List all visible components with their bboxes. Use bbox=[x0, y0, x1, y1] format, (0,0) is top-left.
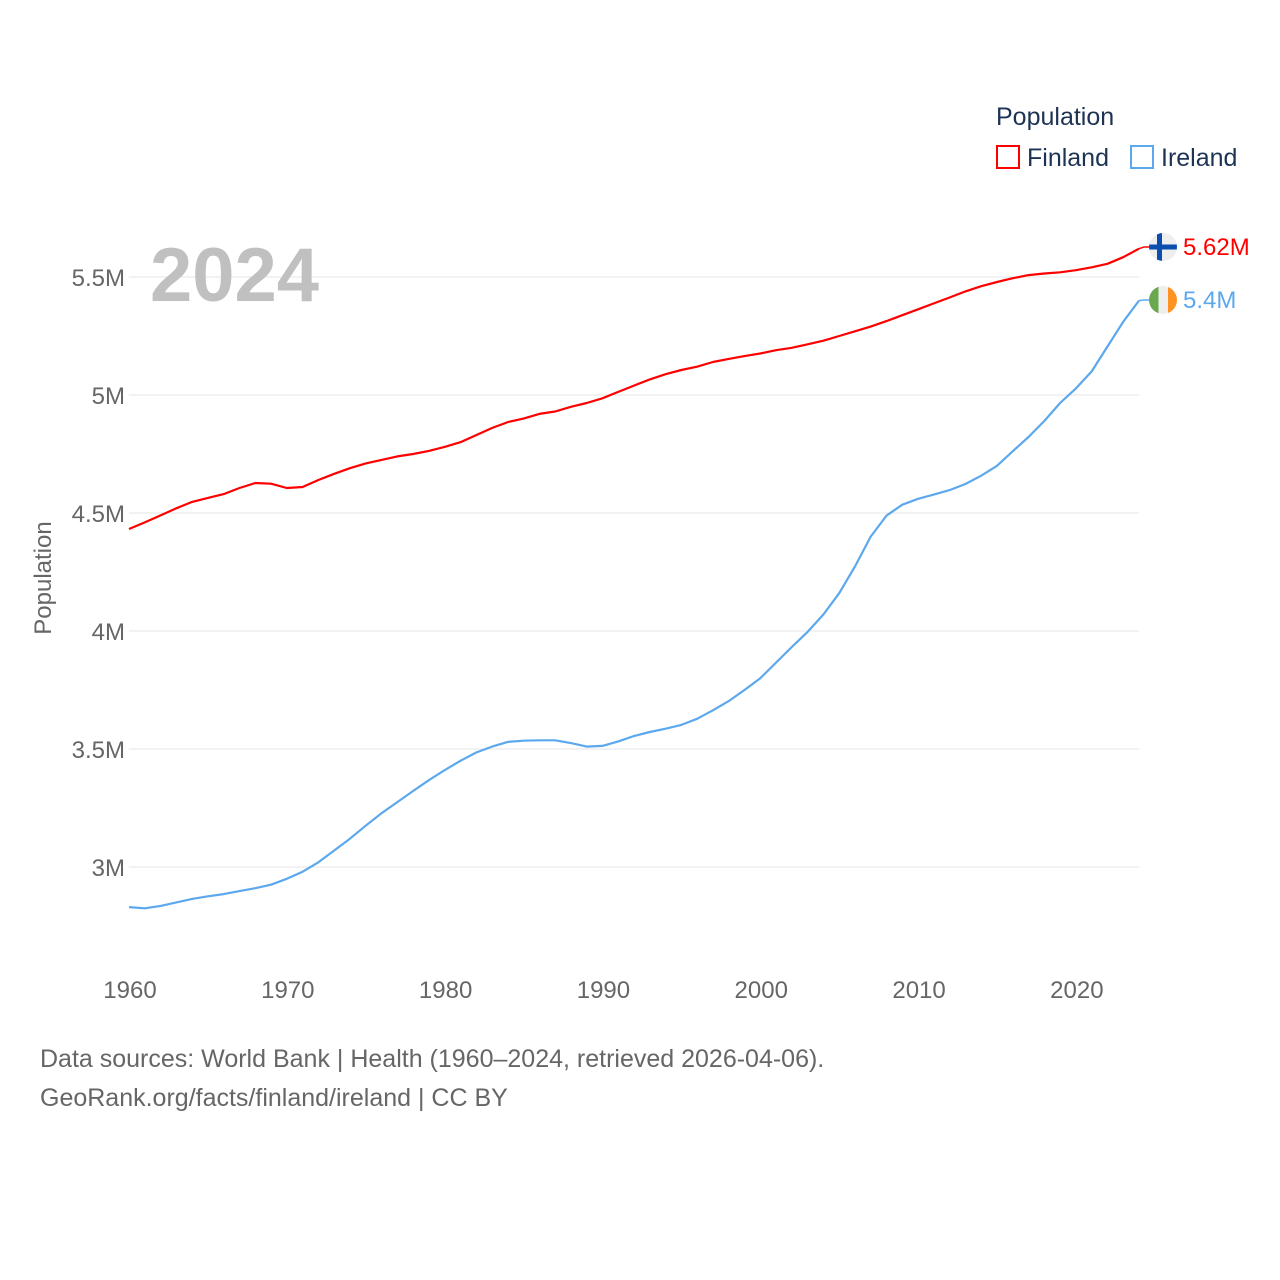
x-tick-label: 2010 bbox=[892, 977, 945, 1004]
data-sources-text: Data sources: World Bank | Health (1960–… bbox=[40, 1045, 825, 1073]
y-tick-label: 4M bbox=[92, 619, 125, 646]
y-axis: 3M 3.5M 4M 4.5M 5M 5.5M bbox=[72, 265, 125, 882]
y-tick-label: 3.5M bbox=[72, 737, 125, 764]
x-tick-label: 1980 bbox=[419, 977, 472, 1004]
series-line-finland bbox=[128, 247, 1140, 531]
legend-item-ireland[interactable]: Ireland bbox=[1130, 144, 1237, 172]
legend: Population Finland Ireland bbox=[996, 103, 1237, 172]
x-tick-label: 1990 bbox=[577, 977, 630, 1004]
ireland-end-label: 5.4M bbox=[1183, 287, 1236, 314]
legend-label-ireland: Ireland bbox=[1161, 144, 1237, 172]
legend-swatch-ireland bbox=[1130, 145, 1154, 169]
legend-item-finland[interactable]: Finland bbox=[996, 144, 1109, 172]
x-axis: 1960 1970 1980 1990 2000 2010 2020 bbox=[103, 977, 1103, 1004]
finland-end-label: 5.62M bbox=[1183, 234, 1250, 261]
end-label-connector bbox=[1138, 246, 1150, 250]
attribution-link[interactable]: GeoRank.org/facts/finland/ireland | CC B… bbox=[40, 1084, 508, 1112]
y-tick-label: 3M bbox=[92, 855, 125, 882]
y-tick-label: 4.5M bbox=[72, 501, 125, 528]
series-line-ireland bbox=[128, 299, 1140, 910]
line-chart: 3M 3.5M 4M 4.5M 5M 5.5M 1960 1970 1980 1990 2000 2… bbox=[30, 103, 1250, 1004]
finland-flag-icon bbox=[1149, 233, 1177, 261]
x-tick-label: 1960 bbox=[103, 977, 156, 1004]
x-tick-label: 2020 bbox=[1050, 977, 1103, 1004]
gridlines bbox=[129, 276, 1139, 868]
legend-label-finland: Finland bbox=[1027, 144, 1109, 172]
ireland-flag-icon bbox=[1149, 286, 1177, 314]
legend-swatch-finland bbox=[996, 145, 1020, 169]
end-label-connector bbox=[1138, 299, 1150, 302]
year-watermark: 2024 bbox=[150, 233, 319, 318]
y-axis-label: Population bbox=[30, 521, 57, 634]
y-tick-label: 5.5M bbox=[72, 265, 125, 292]
legend-title: Population bbox=[996, 103, 1114, 131]
x-tick-label: 2000 bbox=[735, 977, 788, 1004]
series-lines bbox=[128, 246, 1150, 910]
x-tick-label: 1970 bbox=[261, 977, 314, 1004]
y-tick-label: 5M bbox=[92, 383, 125, 410]
